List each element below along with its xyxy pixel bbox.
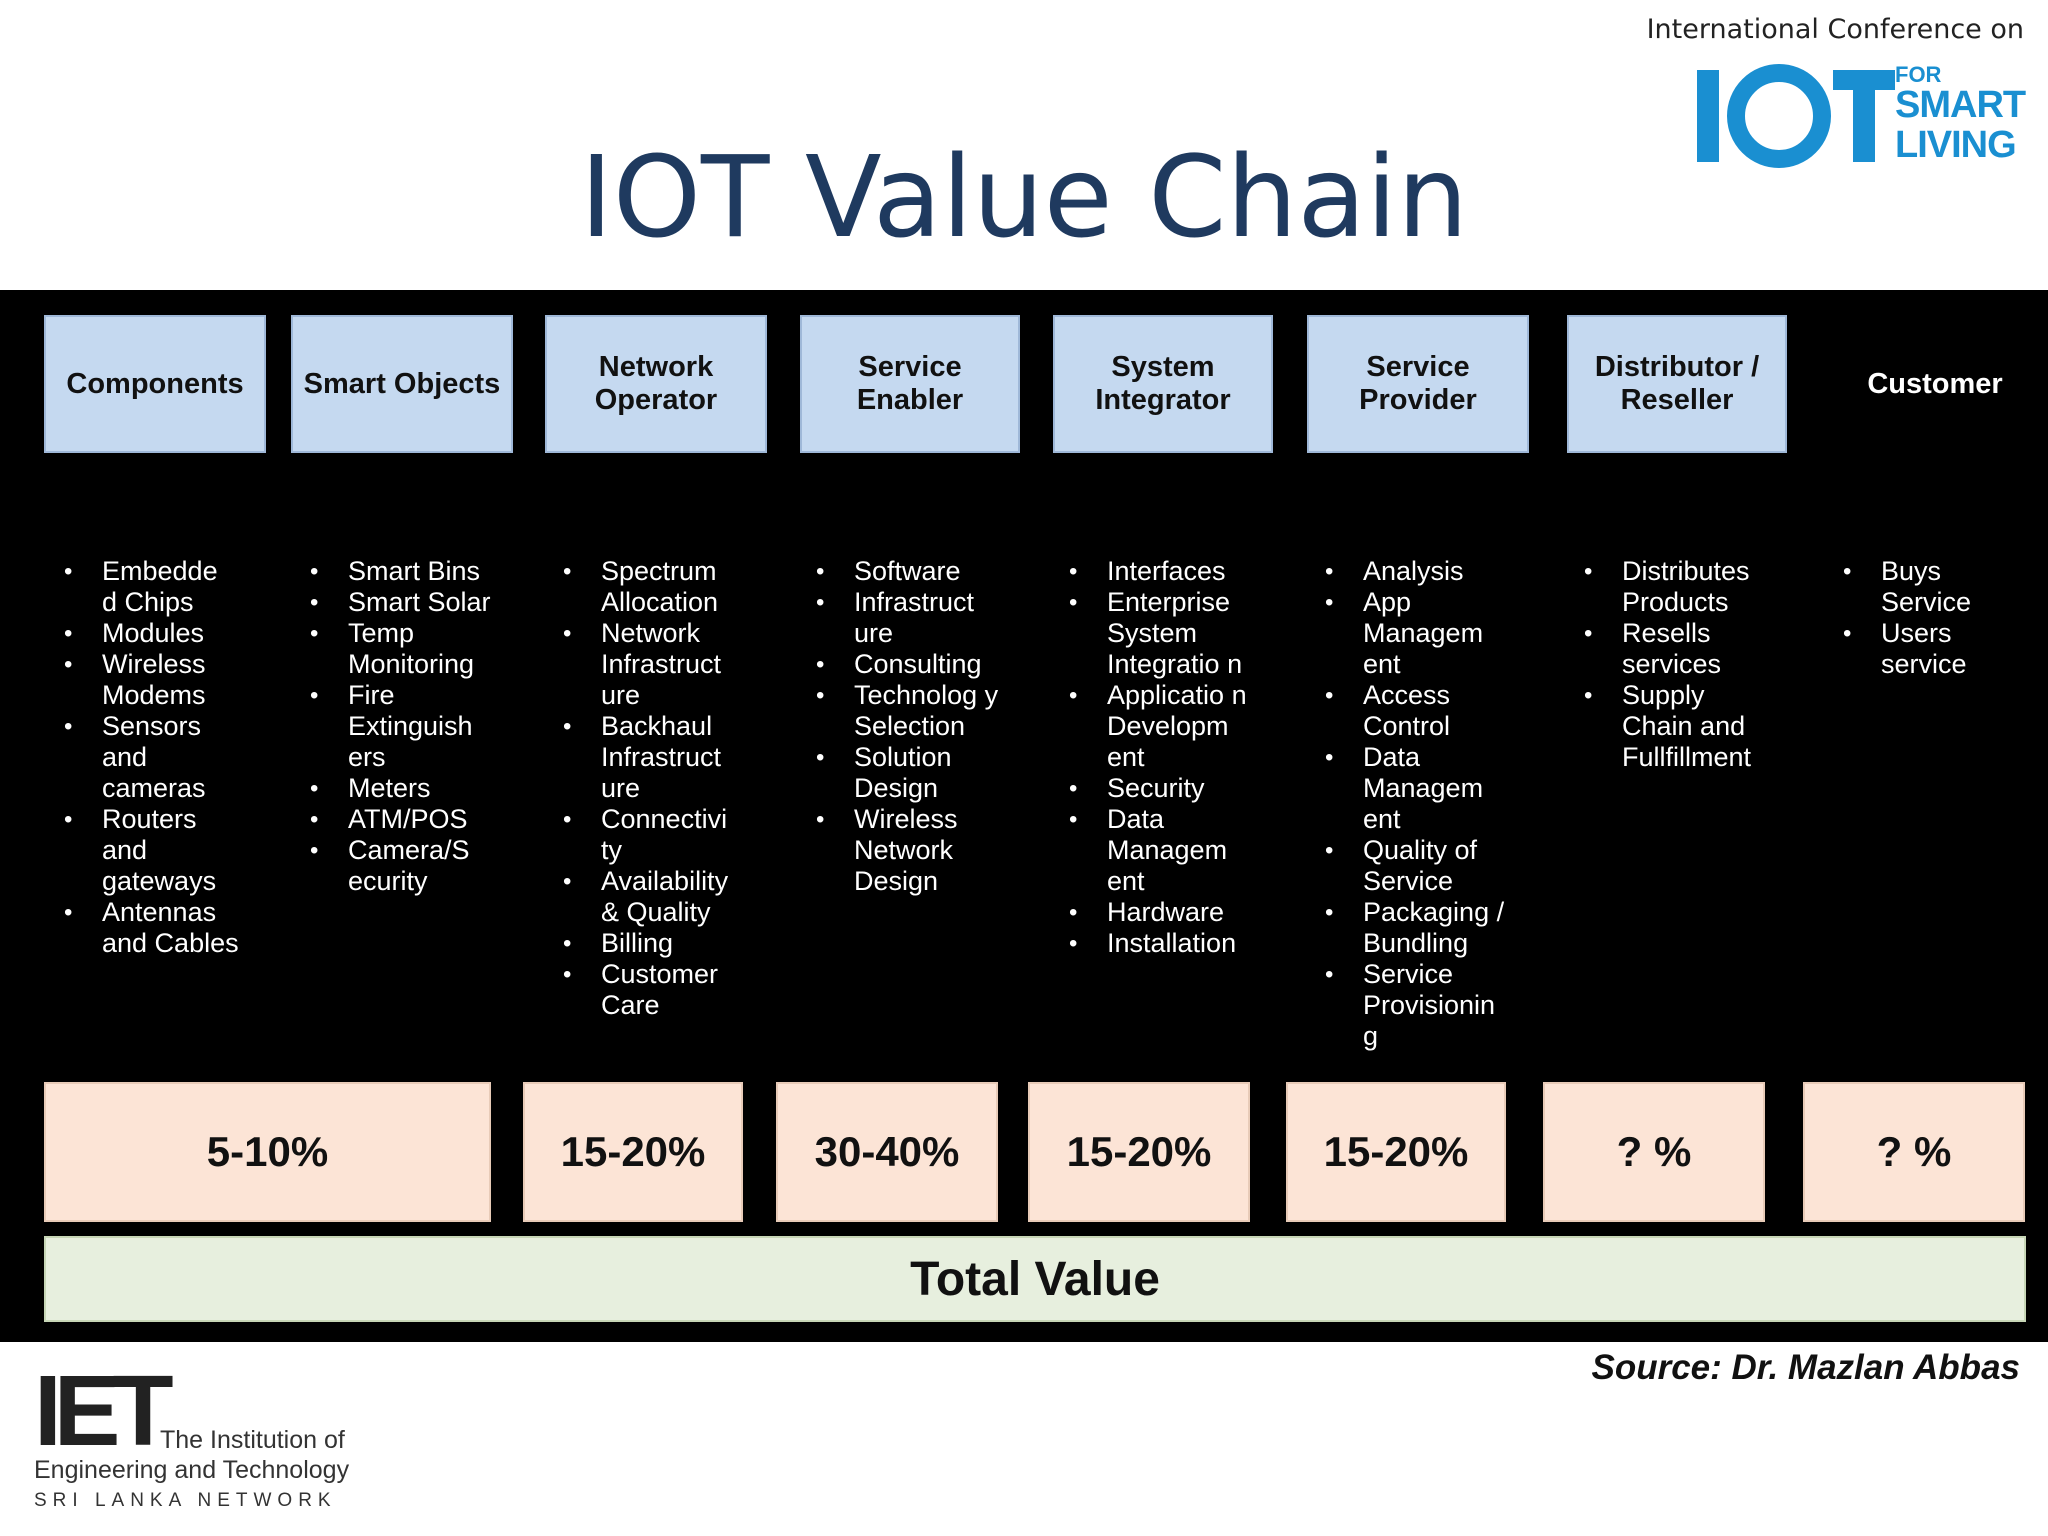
share-components-smart-objects: 5-10% [44,1082,491,1222]
list-item: Resells services [1584,618,1774,680]
logo-letter-i [1697,70,1719,162]
list-item: Data Managem ent [1069,804,1259,897]
iet-logo-mark: IET [34,1355,174,1467]
list-item: Access Control [1325,680,1515,742]
iet-logo-line3: SRI LANKA NETWORK [34,1490,337,1511]
stage-activities-system-integrator: Interfaces Enterprise System Integratio … [1069,556,1259,959]
stage-header-components: Components [44,315,266,453]
list-item: Wireless Network Design [816,804,1006,897]
stage-header-smart-objects: Smart Objects [291,315,513,453]
list-item: Data Managem ent [1325,742,1515,835]
list-item: Billing [563,928,753,959]
list-item: Technolog y Selection [816,680,1006,742]
logo-living: LIVING [1895,124,2017,166]
iet-logo-line1: The Institution of [160,1426,345,1454]
list-item: App Managem ent [1325,587,1515,680]
list-item: Camera/S ecurity [310,835,500,897]
list-item: Wireless Modems [64,649,239,711]
stage-activities-service-provider: Analysis App Managem ent Access Control … [1325,556,1515,1052]
share-system-integrator: 15-20% [1028,1082,1250,1222]
list-item: Antennas and Cables [64,897,239,959]
list-item: Temp Monitoring [310,618,500,680]
stage-header-service-enabler: Service Enabler [800,315,1020,453]
list-item: Distributes Products [1584,556,1774,618]
share-service-provider: 15-20% [1286,1082,1506,1222]
share-service-enabler: 30-40% [776,1082,998,1222]
list-item: Availability & Quality [563,866,753,928]
list-item: Installation [1069,928,1259,959]
logo-for: FOR [1895,62,1942,87]
source-citation: Source: Dr. Mazlan Abbas [1591,1348,2020,1387]
stage-activities-distributor-reseller: Distributes Products Resells services Su… [1584,556,1774,773]
stage-activities-network-operator: Spectrum Allocation Network Infrastruct … [563,556,753,1021]
list-item: Infrastruct ure [816,587,1006,649]
stage-activities-smart-objects: Smart Bins Smart Solar Temp Monitoring F… [310,556,500,897]
stage-activities-customer: Buys Service Users service [1843,556,1993,680]
total-value-bar: Total Value [44,1236,2026,1322]
stage-activities-components: Embedde d Chips Modules Wireless Modems … [64,556,239,959]
logo-letter-t-stem [1853,70,1875,162]
list-item: Security [1069,773,1259,804]
stage-activities-service-enabler: Software Infrastruct ure Consulting Tech… [816,556,1006,897]
stage-header-network-operator: Network Operator [545,315,767,453]
list-item: Quality of Service [1325,835,1515,897]
list-item: Spectrum Allocation [563,556,753,618]
conference-logo: FOR SMART LIVING [1695,62,2030,172]
list-item: Smart Solar [310,587,500,618]
list-item: Users service [1843,618,1993,680]
list-item: Meters [310,773,500,804]
stage-header-service-provider: Service Provider [1307,315,1529,453]
list-item: Sensors and cameras [64,711,239,804]
list-item: Modules [64,618,239,649]
share-network-operator: 15-20% [523,1082,743,1222]
stage-header-distributor-reseller: Distributor / Reseller [1567,315,1787,453]
list-item: Customer Care [563,959,753,1021]
list-item: Backhaul Infrastruct ure [563,711,753,804]
list-item: Connectivi ty [563,804,753,866]
list-item: ATM/POS [310,804,500,835]
list-item: Fire Extinguish ers [310,680,500,773]
list-item: Network Infrastruct ure [563,618,753,711]
iet-logo: IET The Institution of Engineering and T… [34,1355,364,1516]
iet-logo-line2: Engineering and Technology [34,1456,350,1484]
list-item: Service Provisionin g [1325,959,1515,1052]
stage-header-system-integrator: System Integrator [1053,315,1273,453]
share-distributor-reseller: ? % [1543,1082,1765,1222]
list-item: Interfaces [1069,556,1259,587]
list-item: Analysis [1325,556,1515,587]
list-item: Buys Service [1843,556,1993,618]
list-item: Embedde d Chips [64,556,239,618]
list-item: Consulting [816,649,1006,680]
conference-heading: International Conference on [1646,14,2024,45]
list-item: Hardware [1069,897,1259,928]
list-item: Routers and gateways [64,804,239,897]
list-item: Solution Design [816,742,1006,804]
page-title: IOT Value Chain [579,133,1469,263]
list-item: Enterprise System Integratio n [1069,587,1259,680]
list-item: Smart Bins [310,556,500,587]
list-item: Software [816,556,1006,587]
logo-smart: SMART [1895,84,2026,126]
share-customer: ? % [1803,1082,2025,1222]
stage-header-customer: Customer [1867,367,2003,400]
list-item: Packaging / Bundling [1325,897,1515,959]
list-item: Applicatio n Developm ent [1069,680,1259,773]
list-item: Supply Chain and Fullfillment [1584,680,1774,773]
